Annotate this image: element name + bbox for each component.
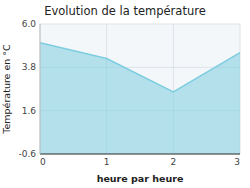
y-grid-line	[40, 154, 240, 155]
x-axis-line	[40, 154, 240, 155]
plot-background	[40, 24, 240, 154]
y-axis-label: Température en °C	[1, 44, 12, 135]
chart-svg: -0.6 1.6 3.8 6.0 0 1 2 3 heure par heure Températ…	[0, 0, 250, 188]
y-tick-label: -0.6	[18, 149, 36, 159]
x-grid-line	[40, 24, 41, 154]
x-tick-label: 1	[104, 157, 110, 167]
y-axis-line	[40, 24, 41, 154]
x-tick-label: 2	[170, 157, 176, 167]
x-tick-label: 3	[234, 157, 240, 167]
y-tick-label: 6.0	[22, 19, 37, 29]
chart-title: Evolution de la température	[44, 4, 206, 18]
grid	[40, 24, 240, 154]
y-grid-line	[40, 24, 240, 25]
area-line	[40, 43, 240, 92]
x-axis-label: heure par heure	[97, 173, 184, 184]
x-tick-label: 0	[40, 157, 46, 167]
data-group	[40, 43, 240, 154]
y-tick-label: 1.6	[22, 106, 37, 116]
y-tick-label: 3.8	[22, 62, 37, 72]
chart-container: -0.6 1.6 3.8 6.0 0 1 2 3 heure par heure Températ…	[0, 0, 250, 188]
area-fill	[40, 43, 240, 154]
